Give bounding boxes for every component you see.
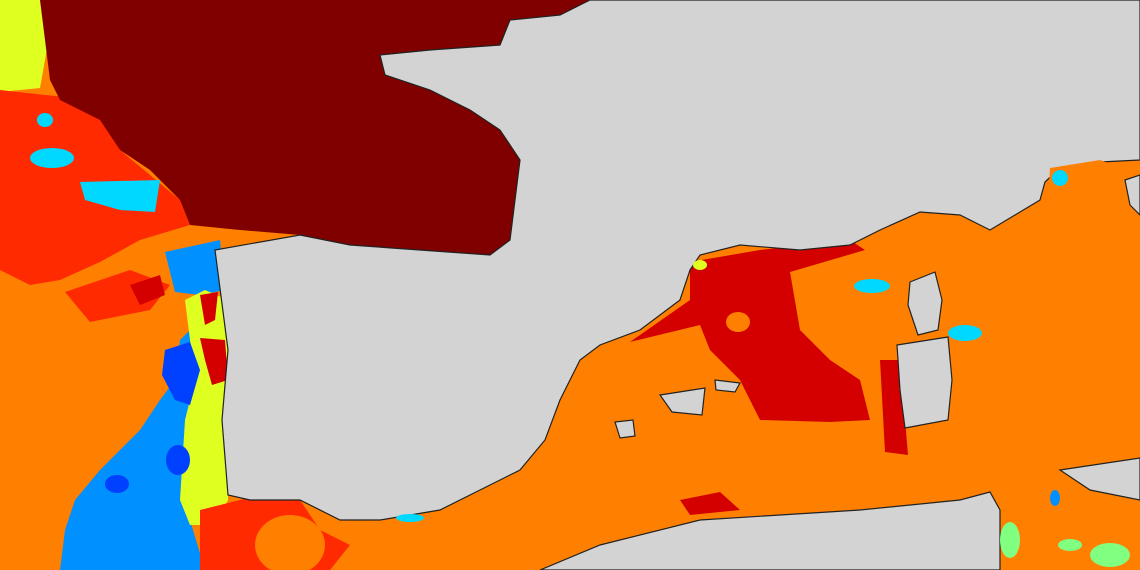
land-menorca [714,379,741,393]
orange-adriatic [1048,160,1140,300]
cyan-patch-adriatic [1052,170,1068,186]
orange-patch-gulf [726,312,750,332]
dark-red-bay-of-biscay [40,0,590,255]
land-mallorca [658,387,706,416]
dark-blue-patch-1 [162,342,200,405]
cyan-patch-2 [80,180,160,212]
blue-region-atlantic [60,320,205,570]
land-ibiza [614,419,636,439]
red-gulf-of-lion [630,240,870,422]
yellow-region-northwest [0,0,50,92]
green-patch-2 [1058,539,1082,551]
red-patch-portugal-2 [200,338,228,385]
red-patch-alboran [680,492,740,515]
cyan-patch-tyrrhenian [948,325,982,341]
red-patch-west [130,275,165,305]
dark-blue-patch-3 [105,475,129,493]
blue-patch-east [1050,490,1060,506]
cyan-patch-alboran [396,514,424,522]
cyan-patch-3 [37,113,53,127]
dark-blue-patch-2 [166,445,190,475]
land-italy [1124,174,1140,216]
cyan-patch-gulf [854,279,890,293]
red-patch-portugal-1 [200,292,218,325]
orange-patch-south [255,515,325,570]
land-sicily-region [1058,457,1140,501]
blue-region-galicia [165,240,225,295]
land-corsica [907,271,943,336]
yellow-patch-gulf [693,260,707,270]
land-sardinia [896,336,953,429]
green-patch-3 [1090,543,1130,567]
cyan-patch-1 [30,148,74,168]
green-patch-1 [1000,522,1020,558]
